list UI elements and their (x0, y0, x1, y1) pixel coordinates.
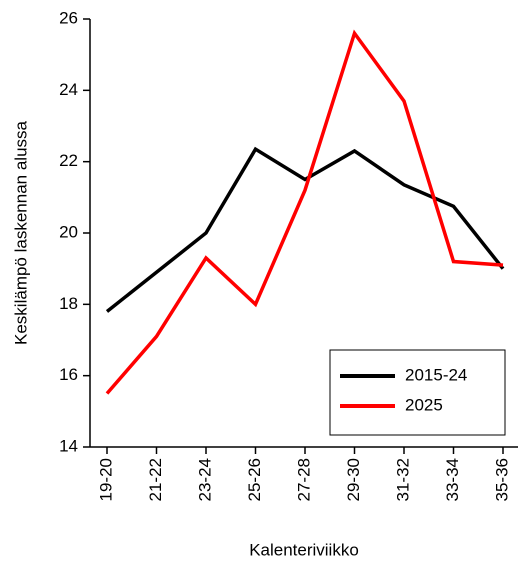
y-axis-label: Keskilämpö laskennan alussa (11, 120, 30, 345)
legend-label: 2015-24 (405, 365, 467, 384)
x-tick-label: 31-32 (393, 458, 412, 501)
x-tick-label: 33-34 (443, 458, 462, 501)
x-tick-label: 29-30 (344, 458, 363, 501)
x-tick-label: 35-36 (492, 458, 511, 501)
x-tick-label: 19-20 (96, 458, 115, 501)
x-tick-label: 23-24 (195, 458, 214, 501)
x-tick-label: 25-26 (245, 458, 264, 501)
legend: 2015-24 2025 (329, 349, 506, 436)
y-tick-label: 26 (59, 8, 78, 27)
x-tick-label: 21-22 (146, 458, 165, 501)
series-line (105, 146, 505, 313)
y-tick-label: 22 (59, 151, 78, 170)
legend-label: 2025 (405, 395, 443, 414)
x-tick-label: 27-28 (294, 458, 313, 501)
x-axis-label: Kalenteriviikko (249, 540, 359, 559)
y-tick-label: 20 (59, 222, 78, 241)
y-tick-label: 24 (59, 80, 78, 99)
legend-box (329, 349, 506, 436)
y-tick-label: 16 (59, 365, 78, 384)
y-tick-label: 18 (59, 294, 78, 313)
y-tick-label: 14 (59, 436, 78, 455)
series-line (105, 29, 504, 395)
